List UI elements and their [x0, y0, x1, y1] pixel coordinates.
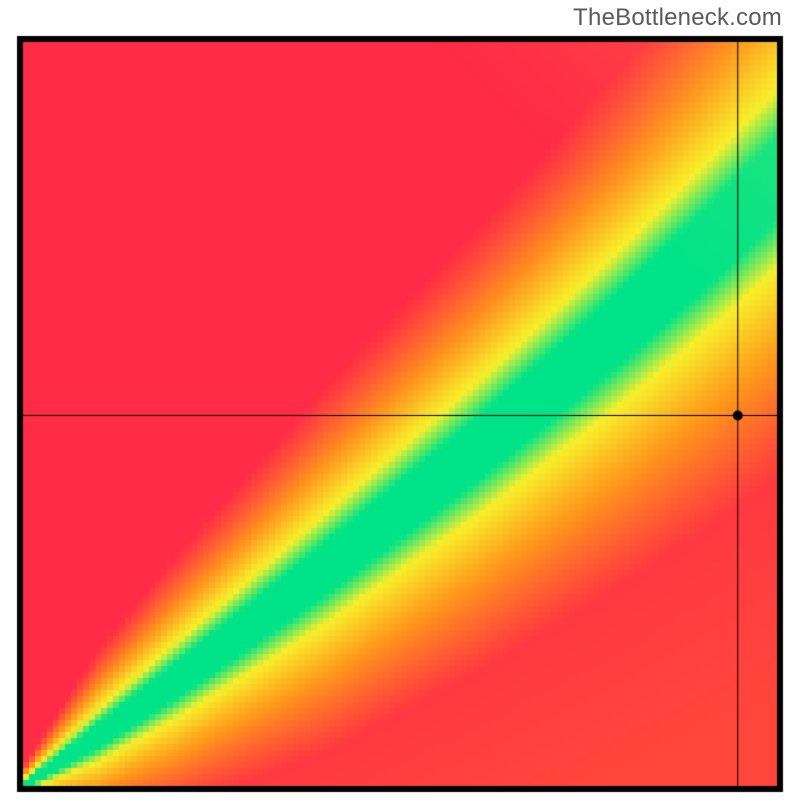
bottleneck-heatmap: [0, 0, 800, 800]
watermark-text: TheBottleneck.com: [573, 4, 782, 32]
